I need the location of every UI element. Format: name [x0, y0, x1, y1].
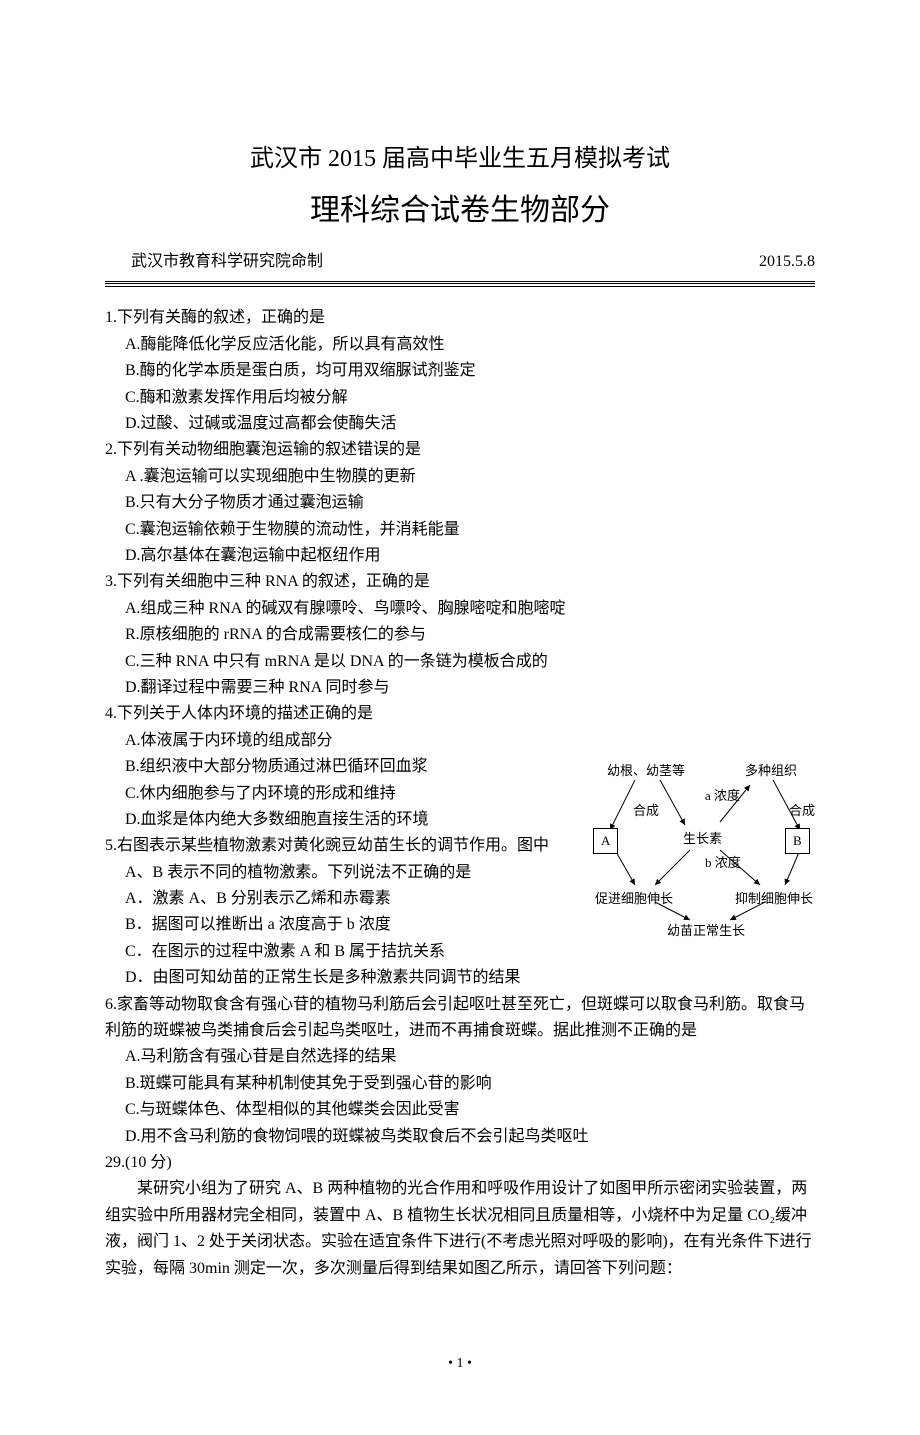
diagram-top-right: 多种组织	[745, 760, 797, 781]
diagram-center: 生长素	[683, 828, 722, 849]
title-main: 武汉市 2015 届高中毕业生五月模拟考试	[105, 140, 815, 180]
meta-row: 武汉市教育科学研究院命制 2015.5.8	[105, 249, 815, 275]
q3-stem: 3.下列有关细胞中三种 RNA 的叙述，正确的是	[105, 569, 815, 595]
q3-opt-c: C.三种 RNA 中只有 mRNA 是以 DNA 的一条链为模板合成的	[125, 649, 815, 675]
diagram-box-b: B	[785, 828, 810, 853]
diagram-top-left: 幼根、幼茎等	[607, 760, 685, 781]
diagram-bottom-center: 幼苗正常生长	[667, 920, 745, 941]
q29-p2: 组实验中所用器材完全相同，装置中 A、B 植物生长状况相同且质量相等，小烧杯中为…	[105, 1203, 815, 1229]
q3-opt-b: R.原核细胞的 rRNA 的合成需要核仁的参与	[125, 622, 815, 648]
issuer: 武汉市教育科学研究院命制	[131, 249, 323, 275]
q29-p1: 某研究小组为了研究 A、B 两种植物的光合作用和呼吸作用设计了如图甲所示密闭实验…	[105, 1176, 815, 1202]
diagram-a-label: a 浓度	[705, 785, 740, 806]
q6-opt-d: D.用不含马利筋的食物饲喂的斑蝶被鸟类取食后不会引起鸟类呕吐	[125, 1124, 815, 1150]
q1-stem: 1.下列有关酶的叙述，正确的是	[105, 305, 815, 331]
q1-opt-a: A.酶能降低化学反应活化能，所以具有高效性	[125, 332, 815, 358]
q2-opt-c: C.囊泡运输依赖于生物膜的流动性，并消耗能量	[125, 517, 815, 543]
q2-opt-a: A .囊泡运输可以实现细胞中生物膜的更新	[125, 464, 815, 490]
q6-opt-a: A.马利筋含有强心苷是自然选择的结果	[125, 1044, 815, 1070]
content-area: 1.下列有关酶的叙述，正确的是 A.酶能降低化学反应活化能，所以具有高效性 B.…	[105, 305, 815, 1281]
q6-opt-c: C.与斑蝶体色、体型相似的其他蝶类会因此受害	[125, 1097, 815, 1123]
q5-opt-d: D．由图可知幼苗的正常生长是多种激素共同调节的结果	[125, 965, 815, 991]
q5-opt-c: C．在图示的过程中激素 A 和 B 属于拮抗关系	[125, 939, 815, 965]
q4-stem: 4.下列关于人体内环境的描述正确的是	[105, 701, 815, 727]
q1-opt-d: D.过酸、过碱或温度过高都会使酶失活	[125, 411, 815, 437]
date: 2015.5.8	[759, 249, 815, 275]
q2-stem: 2.下列有关动物细胞囊泡运输的叙述错误的是	[105, 437, 815, 463]
q29-p3: 液，阀门 1、2 处于关闭状态。实验在适宜条件下进行(不考虑光照对呼吸的影响)，…	[105, 1229, 815, 1255]
q3-opt-a: A.组成三种 RNA 的碱双有腺嘌呤、鸟嘌呤、胸腺嘧啶和胞嘧啶	[125, 596, 815, 622]
q2-opt-d: D.高尔基体在囊泡运输中起枢纽作用	[125, 543, 815, 569]
q6-opt-b: B.斑蝶可能具有某种机制使其免于受到强心苷的影响	[125, 1071, 815, 1097]
q5-diagram: 幼根、幼茎等 多种组织 合成 合成 a 浓度 A 生长素 B b 浓度 促进细胞…	[585, 760, 825, 940]
page-number: • 1 •	[105, 1352, 815, 1375]
q1-opt-b: B.酶的化学本质是蛋白质，均可用双缩脲试剂鉴定	[125, 358, 815, 384]
diagram-box-a: A	[593, 828, 618, 853]
q2-opt-b: B.只有大分子物质才通过囊泡运输	[125, 490, 815, 516]
q29-p4: 实验，每隔 30min 测定一次，多次测量后得到结果如图乙所示，请回答下列问题：	[105, 1256, 815, 1282]
q6-stem2: 利筋的斑蝶被鸟类捕食后会引起鸟类呕吐，进而不再捕食斑蝶。据此推测不正确的是	[105, 1018, 815, 1044]
diagram-synth-left: 合成	[633, 800, 659, 821]
q29-stem: 29.(10 分)	[105, 1150, 815, 1176]
title-sub: 理科综合试卷生物部分	[105, 186, 815, 236]
diagram-bottom-left: 促进细胞伸长	[595, 888, 673, 909]
q3-opt-d: D.翻译过程中需要三种 RNA 同时参与	[125, 675, 815, 701]
q4-opt-a: A.体液属于内环境的组成部分	[125, 728, 815, 754]
q1-opt-c: C.酶和激素发挥作用后均被分解	[125, 385, 815, 411]
diagram-synth-right: 合成	[789, 800, 815, 821]
diagram-b-label: b 浓度	[705, 852, 741, 873]
diagram-bottom-right: 抑制细胞伸长	[735, 888, 813, 909]
q6-stem1: 6.家畜等动物取食含有强心苷的植物马利筋后会引起呕吐甚至死亡，但斑蝶可以取食马利…	[105, 992, 815, 1018]
divider	[105, 281, 815, 287]
